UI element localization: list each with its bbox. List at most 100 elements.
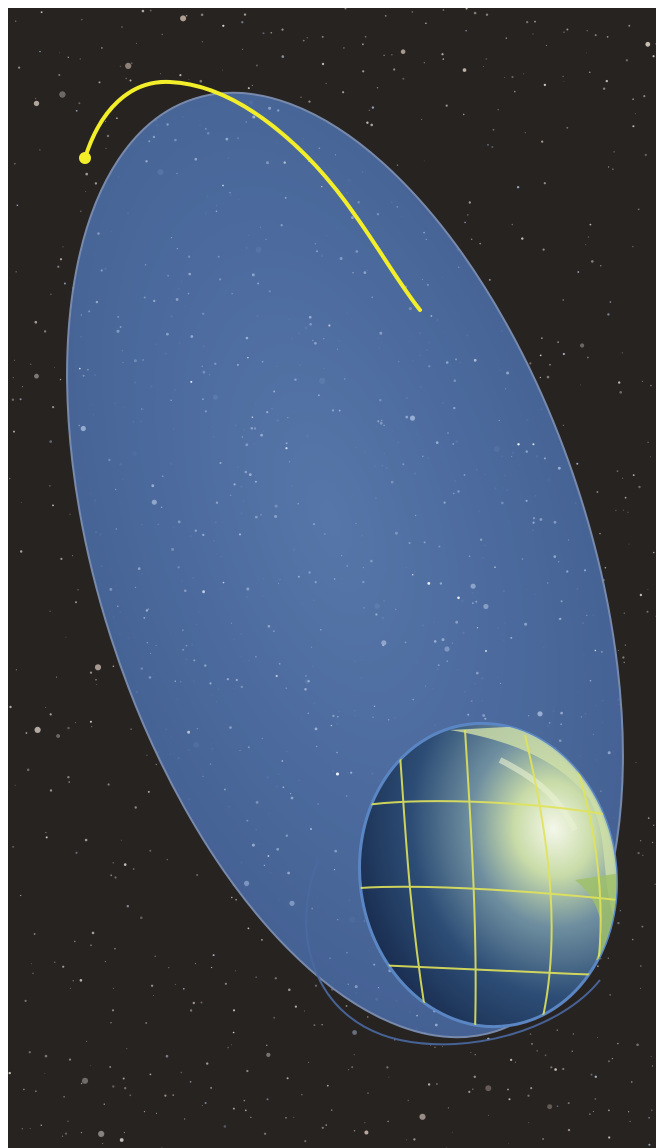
star-icon <box>483 603 489 610</box>
star-icon <box>255 655 257 658</box>
star-icon <box>554 1068 557 1071</box>
star-icon <box>153 995 155 996</box>
star-icon <box>628 24 631 27</box>
star-icon <box>247 87 250 90</box>
star-icon <box>201 41 203 43</box>
star-icon <box>395 531 398 535</box>
star-icon <box>177 520 181 524</box>
star-icon <box>90 944 92 947</box>
star-icon <box>81 1077 89 1084</box>
star-icon <box>32 972 34 975</box>
star-icon <box>204 1102 207 1104</box>
star-icon <box>608 166 610 168</box>
star-icon <box>612 168 614 170</box>
star-icon <box>150 984 154 987</box>
star-icon <box>145 1022 148 1024</box>
star-icon <box>98 81 101 84</box>
star-icon <box>479 538 483 541</box>
star-icon <box>444 646 450 652</box>
star-icon <box>376 213 380 216</box>
star-icon <box>45 832 47 834</box>
star-icon <box>115 528 118 530</box>
star-icon <box>364 1122 366 1124</box>
star-icon <box>646 610 649 613</box>
star-icon <box>422 455 424 458</box>
star-icon <box>50 293 52 295</box>
star-icon <box>106 134 110 138</box>
star-icon <box>607 957 609 959</box>
star-icon <box>62 965 65 968</box>
star-icon <box>80 1082 83 1085</box>
star-icon <box>367 1092 369 1094</box>
star-icon <box>252 115 256 119</box>
star-icon <box>470 1052 472 1053</box>
star-icon <box>266 411 269 414</box>
star-icon <box>475 600 478 603</box>
star-icon <box>33 933 36 935</box>
star-icon <box>69 513 71 515</box>
star-icon <box>149 1073 152 1076</box>
star-icon <box>277 582 279 584</box>
star-icon <box>345 795 348 797</box>
star-icon <box>492 128 495 131</box>
star-icon <box>274 504 278 508</box>
star-icon <box>49 713 52 716</box>
star-icon <box>309 323 312 326</box>
star-icon <box>84 838 88 842</box>
star-icon <box>543 457 546 460</box>
star-icon <box>334 869 335 871</box>
star-icon <box>40 1124 42 1126</box>
star-icon <box>224 788 226 791</box>
star-icon <box>174 138 177 142</box>
star-icon <box>320 629 322 631</box>
star-icon <box>362 43 364 46</box>
star-icon <box>434 1023 438 1027</box>
star-icon <box>247 357 249 359</box>
star-icon <box>23 1088 25 1091</box>
star-icon <box>639 987 641 989</box>
star-icon <box>307 680 310 683</box>
star-icon <box>650 1109 653 1112</box>
star-icon <box>316 250 318 253</box>
star-icon <box>379 399 382 402</box>
star-icon <box>485 13 489 16</box>
star-icon <box>245 443 249 447</box>
star-icon <box>209 374 211 376</box>
star-icon <box>543 182 546 185</box>
star-icon <box>542 248 545 251</box>
star-icon <box>437 664 440 667</box>
star-icon <box>67 56 70 58</box>
star-icon <box>377 420 380 423</box>
star-icon <box>261 360 264 363</box>
star-icon <box>549 363 551 366</box>
star-icon <box>421 118 423 120</box>
star-icon <box>442 58 444 60</box>
star-icon <box>250 427 253 430</box>
star-icon <box>521 558 524 560</box>
star-icon <box>447 432 449 434</box>
star-icon <box>482 714 486 717</box>
star-icon <box>174 983 176 985</box>
star-icon <box>473 11 477 15</box>
star-icon <box>60 557 63 561</box>
star-icon <box>140 916 143 919</box>
star-icon <box>546 45 547 46</box>
star-icon <box>508 1098 511 1101</box>
star-icon <box>112 987 114 989</box>
star-icon <box>408 542 411 544</box>
star-icon <box>63 1096 65 1098</box>
star-icon <box>471 238 473 240</box>
star-icon <box>263 1132 267 1136</box>
star-icon <box>134 586 137 589</box>
star-icon <box>133 868 135 870</box>
star-icon <box>441 638 445 642</box>
star-icon <box>351 1066 354 1069</box>
star-icon <box>114 948 116 950</box>
star-icon <box>242 48 244 50</box>
star-icon <box>627 511 629 513</box>
star-icon <box>625 59 629 62</box>
star-icon <box>446 660 449 662</box>
star-icon <box>302 39 305 42</box>
star-icon <box>160 506 163 509</box>
star-icon <box>18 66 21 69</box>
